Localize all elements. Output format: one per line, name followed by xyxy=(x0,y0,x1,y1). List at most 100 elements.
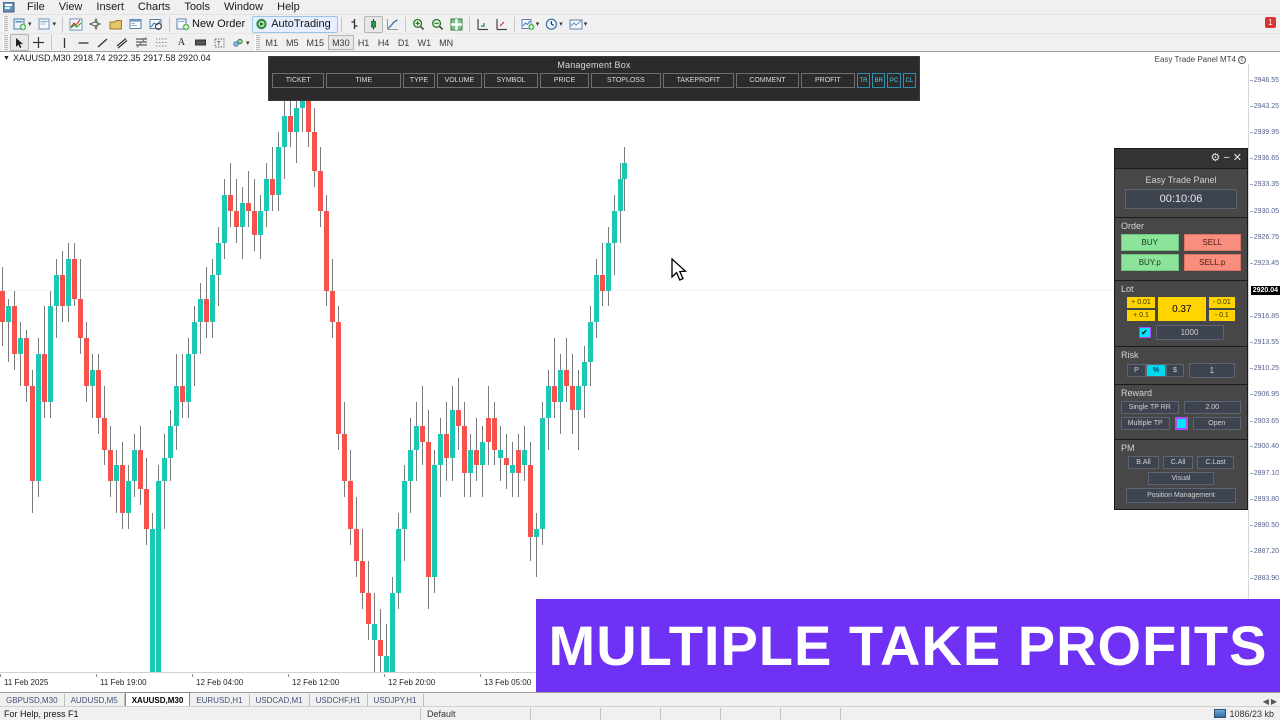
lot-decrease-small-button[interactable]: - 0.01 xyxy=(1208,297,1235,308)
candlestick-plot[interactable] xyxy=(0,64,1248,672)
management-button-pc[interactable]: PC xyxy=(887,73,901,88)
toolbar-grip[interactable] xyxy=(3,16,8,32)
objects-list-icon[interactable]: ▾ xyxy=(229,34,253,51)
position-management-button[interactable]: Position Management xyxy=(1126,488,1236,503)
management-column-ticket[interactable]: TICKET xyxy=(272,73,325,88)
zoom-in-icon[interactable] xyxy=(409,16,428,33)
cursor-icon[interactable] xyxy=(10,34,29,51)
bar-chart-icon[interactable] xyxy=(345,16,364,33)
menu-file[interactable]: File xyxy=(27,0,45,13)
chart-menu-icon[interactable]: ▼ xyxy=(3,54,10,62)
timeframe-h4[interactable]: H4 xyxy=(377,37,390,48)
chevron-down-icon[interactable]: ▾ xyxy=(28,21,32,28)
trendline-icon[interactable] xyxy=(93,34,112,51)
new-chart-icon[interactable]: ▾ xyxy=(10,16,35,33)
menu-tools[interactable]: Tools xyxy=(184,0,210,13)
chart-tab-usdcad[interactable]: USDCAD,M1 xyxy=(250,694,310,706)
management-column-comment[interactable]: COMMENT xyxy=(736,73,799,88)
management-column-profit[interactable]: PROFIT xyxy=(800,73,855,88)
chart-tab-eurusd[interactable]: EURUSD,H1 xyxy=(190,694,250,706)
data-window-icon[interactable] xyxy=(126,16,146,33)
text-label-icon[interactable] xyxy=(191,34,210,51)
menu-insert[interactable]: Insert xyxy=(96,0,124,13)
chart-tab-xauusd[interactable]: XAUUSD,M30 xyxy=(124,692,191,706)
status-connection[interactable]: 1086/23 kb xyxy=(1214,709,1280,719)
risk-mode-points[interactable]: P xyxy=(1127,364,1146,377)
lot-increase-small-button[interactable]: + 0.01 xyxy=(1127,297,1155,308)
close-last-button[interactable]: C.Last xyxy=(1197,456,1234,469)
chart-tab-usdjpy[interactable]: USDJPY,H1 xyxy=(368,694,424,706)
management-box[interactable]: Management Box TICKET TIME TYPE VOLUME SYMBO… xyxy=(268,56,920,101)
toolbar-grip[interactable] xyxy=(254,34,260,51)
open-chart-icon[interactable]: ▾ xyxy=(35,16,60,33)
management-column-price[interactable]: PRICE xyxy=(540,73,589,88)
sell-pending-button[interactable]: SELL.p xyxy=(1183,254,1241,271)
panel-timer[interactable]: 00:10:06 xyxy=(1125,189,1237,209)
lot-increase-large-button[interactable]: + 0.1 xyxy=(1127,310,1155,321)
multiple-tp-color-swatch[interactable] xyxy=(1174,417,1188,430)
chevron-down-icon[interactable]: ▾ xyxy=(535,21,540,28)
timeframe-m30[interactable]: M30 xyxy=(328,35,354,50)
close-all-button[interactable]: C.All xyxy=(1162,456,1194,469)
management-column-stoploss[interactable]: STOPLOSS xyxy=(591,73,661,88)
menu-charts[interactable]: Charts xyxy=(137,0,171,13)
management-column-type[interactable]: TYPE xyxy=(403,73,435,88)
management-column-symbol[interactable]: SYMBOL xyxy=(484,73,539,88)
rr-value-field[interactable]: 2.00 xyxy=(1183,401,1241,414)
candlestick-chart-icon[interactable] xyxy=(363,15,383,33)
management-column-volume[interactable]: VOLUME xyxy=(436,73,483,88)
new-order-button[interactable]: New Order xyxy=(173,16,252,33)
menu-window[interactable]: Window xyxy=(224,0,264,13)
tab-scroll-right-icon[interactable]: ▶ xyxy=(1270,697,1277,706)
close-icon[interactable]: ✕ xyxy=(1232,152,1242,164)
timeframe-d1[interactable]: D1 xyxy=(397,37,410,48)
buy-button[interactable]: BUY xyxy=(1121,234,1179,251)
period-icon[interactable]: ▾ xyxy=(542,16,566,33)
line-chart-icon[interactable] xyxy=(383,16,402,33)
single-tp-rr-button[interactable]: Single TP RR xyxy=(1121,401,1179,414)
sell-button[interactable]: SELL xyxy=(1183,234,1241,251)
chevron-down-icon[interactable]: ▾ xyxy=(559,21,563,28)
management-button-tr[interactable]: TR xyxy=(856,73,871,88)
equidistant-channel-icon[interactable] xyxy=(112,34,132,51)
text-icon[interactable]: A xyxy=(177,37,186,48)
tab-scroll-left-icon[interactable]: ◀ xyxy=(1262,697,1269,706)
timeframe-m15[interactable]: M15 xyxy=(306,37,325,48)
chart-tab-usdchf[interactable]: USDCHF,H1 xyxy=(310,694,368,706)
fibonacci-fan-icon[interactable] xyxy=(152,34,172,51)
chevron-down-icon[interactable]: ▾ xyxy=(52,21,57,28)
management-column-takeprofit[interactable]: TAKEPROFIT xyxy=(662,73,735,88)
management-button-br[interactable]: BR xyxy=(872,73,886,88)
add-indicator-icon[interactable]: ▾ xyxy=(518,16,543,33)
market-watch-icon[interactable] xyxy=(66,16,86,33)
horizontal-line-icon[interactable] xyxy=(74,34,93,51)
notification-badge[interactable]: 1 xyxy=(1265,17,1276,28)
minimize-icon[interactable]: − xyxy=(1223,152,1230,164)
autotrading-label[interactable]: AutoTrading xyxy=(271,18,331,30)
management-column-time[interactable]: TIME xyxy=(326,73,402,88)
chart-tab-gbpusd[interactable]: GBPUSD,M30 xyxy=(0,694,65,706)
chart-shift-end-icon[interactable] xyxy=(492,16,511,33)
timeframe-h1[interactable]: H1 xyxy=(357,37,370,48)
lot-value-field[interactable]: 0.37 xyxy=(1157,297,1206,321)
chevron-down-icon[interactable]: ▾ xyxy=(583,21,588,28)
chart-tab-audusd[interactable]: AUDUSD,M5 xyxy=(65,694,125,706)
risk-mode-percent[interactable]: % xyxy=(1145,364,1166,377)
chevron-down-icon[interactable]: ▾ xyxy=(246,39,250,47)
buy-pending-button[interactable]: BUY.p xyxy=(1121,254,1179,271)
chart-area[interactable]: ▼ XAUUSD,M30 2918.74 2922.35 2917.58 292… xyxy=(0,52,1280,692)
risk-mode-money[interactable]: $ xyxy=(1166,364,1184,377)
crosshair-icon[interactable] xyxy=(29,34,48,51)
break-all-button[interactable]: B.All xyxy=(1128,456,1159,469)
navigator-icon[interactable] xyxy=(86,16,106,33)
menu-view[interactable]: View xyxy=(58,0,83,13)
easy-trade-panel[interactable]: ⚙ − ✕ Easy Trade Panel 00:10:06 Order BU… xyxy=(1114,148,1248,510)
open-button[interactable]: Open xyxy=(1192,417,1241,430)
timeframe-w1[interactable]: W1 xyxy=(417,37,432,48)
fibonacci-retracement-icon[interactable] xyxy=(132,34,152,51)
toolbar-grip[interactable] xyxy=(3,34,8,51)
price-scale[interactable]: 2946.55 2943.25 2939.95 2936.65 2933.35 2930.… xyxy=(1248,64,1280,687)
visual-button[interactable]: Visual xyxy=(1148,472,1214,485)
terminal-icon[interactable] xyxy=(106,16,126,33)
management-button-cl[interactable]: CL xyxy=(902,73,916,88)
